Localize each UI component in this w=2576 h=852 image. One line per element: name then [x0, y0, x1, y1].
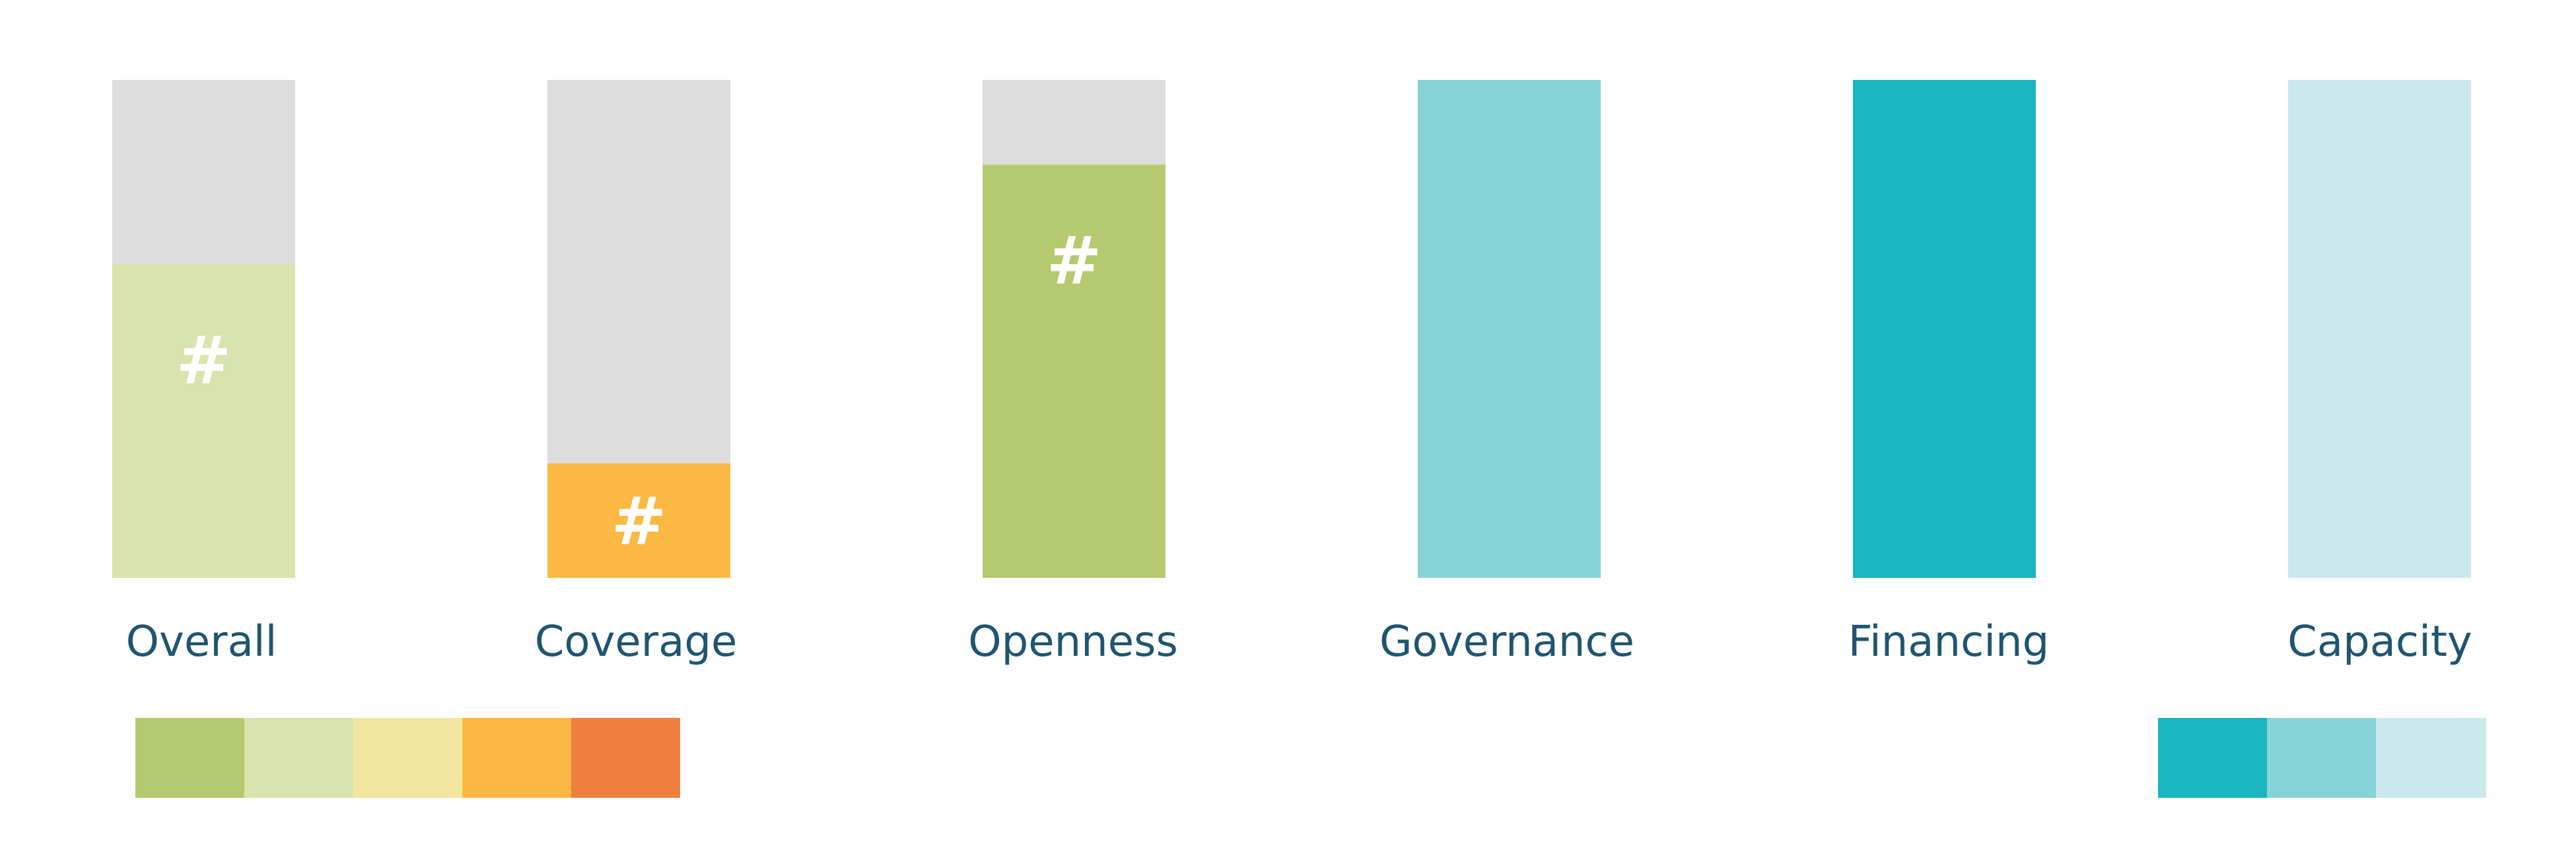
category-label-overall: Overall [126, 618, 277, 666]
legend-right [2158, 718, 2486, 798]
bar-openness [983, 164, 1166, 578]
bar-marker-coverage: # [611, 482, 667, 559]
legend-left-swatch-4 [462, 718, 571, 798]
category-label-governance: Governance [1379, 618, 1634, 666]
legend-left-swatch-1 [135, 718, 244, 798]
category-label-financing: Financing [1848, 618, 2049, 666]
bar-capacity [2288, 80, 2471, 578]
bar-financing [1853, 80, 2036, 578]
bar-coverage [547, 463, 730, 578]
bar-marker-openness: # [1047, 222, 1102, 299]
bar-overall [112, 264, 295, 578]
bar-remainder-openness [983, 80, 1166, 165]
legend-left-swatch-2 [244, 718, 353, 798]
legend-left-swatch-5 [571, 718, 680, 798]
category-label-coverage: Coverage [535, 618, 738, 666]
legend-right-swatch-2 [2267, 718, 2376, 798]
category-label-capacity: Capacity [2287, 618, 2472, 666]
bar-remainder-coverage [547, 80, 730, 464]
legend-right-swatch-1 [2158, 718, 2267, 798]
category-label-openness: Openness [968, 618, 1178, 666]
category-labels: Overall Coverage Openness Governance Financi… [126, 618, 2472, 666]
bars-group: # # # [112, 80, 2471, 578]
bar-remainder-overall [112, 80, 295, 264]
legend-left [135, 718, 680, 798]
bar-governance [1418, 80, 1601, 578]
legend-left-swatch-3 [353, 718, 462, 798]
legend-right-swatch-3 [2376, 718, 2486, 798]
bar-marker-overall: # [176, 322, 232, 399]
